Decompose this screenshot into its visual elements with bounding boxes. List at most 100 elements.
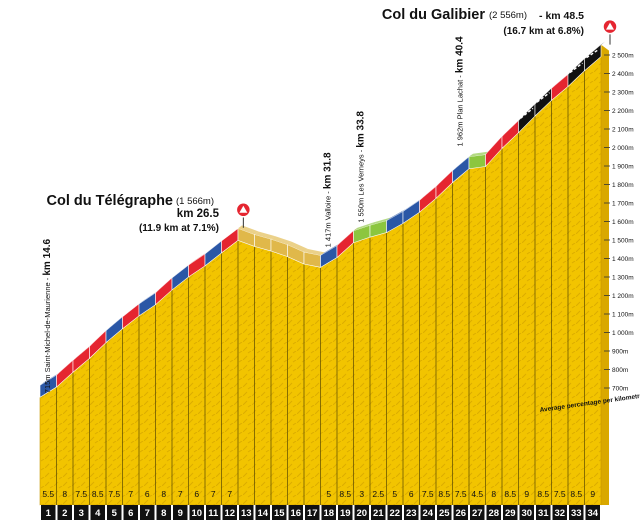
km-label: 15 xyxy=(274,508,285,519)
gradient-value: 7.5 xyxy=(455,489,467,499)
km-box xyxy=(453,505,468,520)
km-label: 13 xyxy=(241,508,252,519)
gradient-segment-top xyxy=(122,300,143,317)
y-tick-label: 2 300m xyxy=(612,90,634,97)
km-label: 10 xyxy=(191,508,202,519)
summit-name: Col du Galibier xyxy=(382,7,485,23)
km-label: 16 xyxy=(290,508,301,519)
km-box xyxy=(404,505,419,520)
km-box xyxy=(57,505,72,520)
summit-altitude: (2 556m) xyxy=(489,10,527,21)
km-label: 11 xyxy=(208,508,219,519)
km-label: 33 xyxy=(571,508,582,519)
summit-name: Col du Télégraphe xyxy=(47,193,174,209)
place-km: km 33.8 xyxy=(356,111,367,148)
y-tick-label: 1 500m xyxy=(612,238,634,245)
gradient-segment-top xyxy=(370,217,391,226)
gradient-value: 8 xyxy=(62,489,67,499)
gradient-value: 7.5 xyxy=(422,489,434,499)
gradient-segment-top xyxy=(452,153,473,171)
km-label: 29 xyxy=(505,508,516,519)
gradient-segment-top xyxy=(155,274,176,293)
y-tick-label: 900m xyxy=(612,349,628,356)
km-label: 6 xyxy=(128,508,133,519)
y-tick-label: 1 300m xyxy=(612,275,634,282)
gradient-segment-top xyxy=(139,289,160,304)
y-tick-label: 800m xyxy=(612,367,628,374)
km-label: 4 xyxy=(95,508,101,519)
summit-km: km 26.5 xyxy=(177,208,220,220)
gradient-value: 6 xyxy=(194,489,199,499)
gradient-value: 5.5 xyxy=(42,489,54,499)
gradient-segment-top xyxy=(353,222,374,231)
gradient-value: 7 xyxy=(178,489,183,499)
km-box xyxy=(519,505,534,520)
gradient-value: 3 xyxy=(359,489,364,499)
km-label: 20 xyxy=(356,508,367,519)
km-label: 7 xyxy=(145,508,150,519)
km-label: 19 xyxy=(340,508,351,519)
km-label: 12 xyxy=(224,508,235,519)
y-tick-label: 2 200m xyxy=(612,108,634,115)
km-label: 1 xyxy=(46,508,52,519)
km-label: 25 xyxy=(439,508,450,519)
km-box xyxy=(354,505,369,520)
km-label: 9 xyxy=(178,508,183,519)
y-tick-label: 1 900m xyxy=(612,164,634,171)
gradient-value: 8 xyxy=(491,489,496,499)
gradient-value: 9 xyxy=(590,489,595,499)
gradient-segment-top xyxy=(221,225,242,241)
km-box xyxy=(41,505,56,520)
gradient-segment xyxy=(468,154,486,170)
place-km: km 14.6 xyxy=(42,239,53,276)
gradient-value: 7.5 xyxy=(554,489,566,499)
gradient-segment-top xyxy=(40,372,61,386)
km-label: 2 xyxy=(62,508,67,519)
km-label: 32 xyxy=(554,508,565,519)
altitude-axis: 700m 800m 900m 1 000m 1 100m 1 200m 1 300m 1 40… xyxy=(604,53,634,393)
km-label: 18 xyxy=(323,508,334,519)
gradient-value: 8.5 xyxy=(438,489,450,499)
km-box xyxy=(569,505,584,520)
gradient-segment-top xyxy=(551,71,572,89)
gradient-segment-top xyxy=(584,41,605,59)
gradient-segment-top xyxy=(254,231,275,240)
km-gridlines xyxy=(56,70,585,505)
profile-side-face xyxy=(601,44,609,505)
gradient-segment-top xyxy=(205,237,226,254)
km-box xyxy=(387,505,402,520)
km-label: 24 xyxy=(422,508,433,519)
gradient-segment-top xyxy=(337,227,358,246)
gradient-value: 5 xyxy=(326,489,331,499)
gradient-segment-top xyxy=(172,261,193,278)
gradient-segment-top xyxy=(568,55,589,75)
gradient-segment-top xyxy=(535,85,556,105)
km-label: 34 xyxy=(587,508,598,519)
y-tick-label: 1 000m xyxy=(612,330,634,337)
gradient-labels: 5.5 8 7.5 8.5 7.5 7 6 8 7 6 7 7 5 8.5 3 2.5 5 6 7.5 8.5 7.5 4… xyxy=(42,489,595,499)
y-tick-label: 1 200m xyxy=(612,293,634,300)
road-marking xyxy=(569,62,583,74)
gradient-value: 8.5 xyxy=(504,489,516,499)
km-box xyxy=(437,505,452,520)
gradient-segment-top xyxy=(386,208,407,221)
km-box xyxy=(420,505,435,520)
km-box xyxy=(239,505,254,520)
km-label: 28 xyxy=(488,508,499,519)
gradient-band xyxy=(39,41,605,398)
y-tick-label: 1 700m xyxy=(612,201,634,208)
km-label: 5 xyxy=(112,508,118,519)
km-box xyxy=(206,505,221,520)
gradient-value: 8.5 xyxy=(339,489,351,499)
gradient-segment-top xyxy=(485,133,506,155)
road-marking xyxy=(586,48,600,59)
summit-altitude: (1 566m) xyxy=(176,196,214,207)
gradient-segment-top xyxy=(419,183,440,201)
gradient-segment-top xyxy=(502,117,523,137)
km-box xyxy=(503,505,518,520)
y-tick-label: 1 800m xyxy=(612,182,634,189)
km-box xyxy=(123,505,138,520)
km-label: 17 xyxy=(307,508,318,519)
mountain-icon xyxy=(606,22,614,30)
